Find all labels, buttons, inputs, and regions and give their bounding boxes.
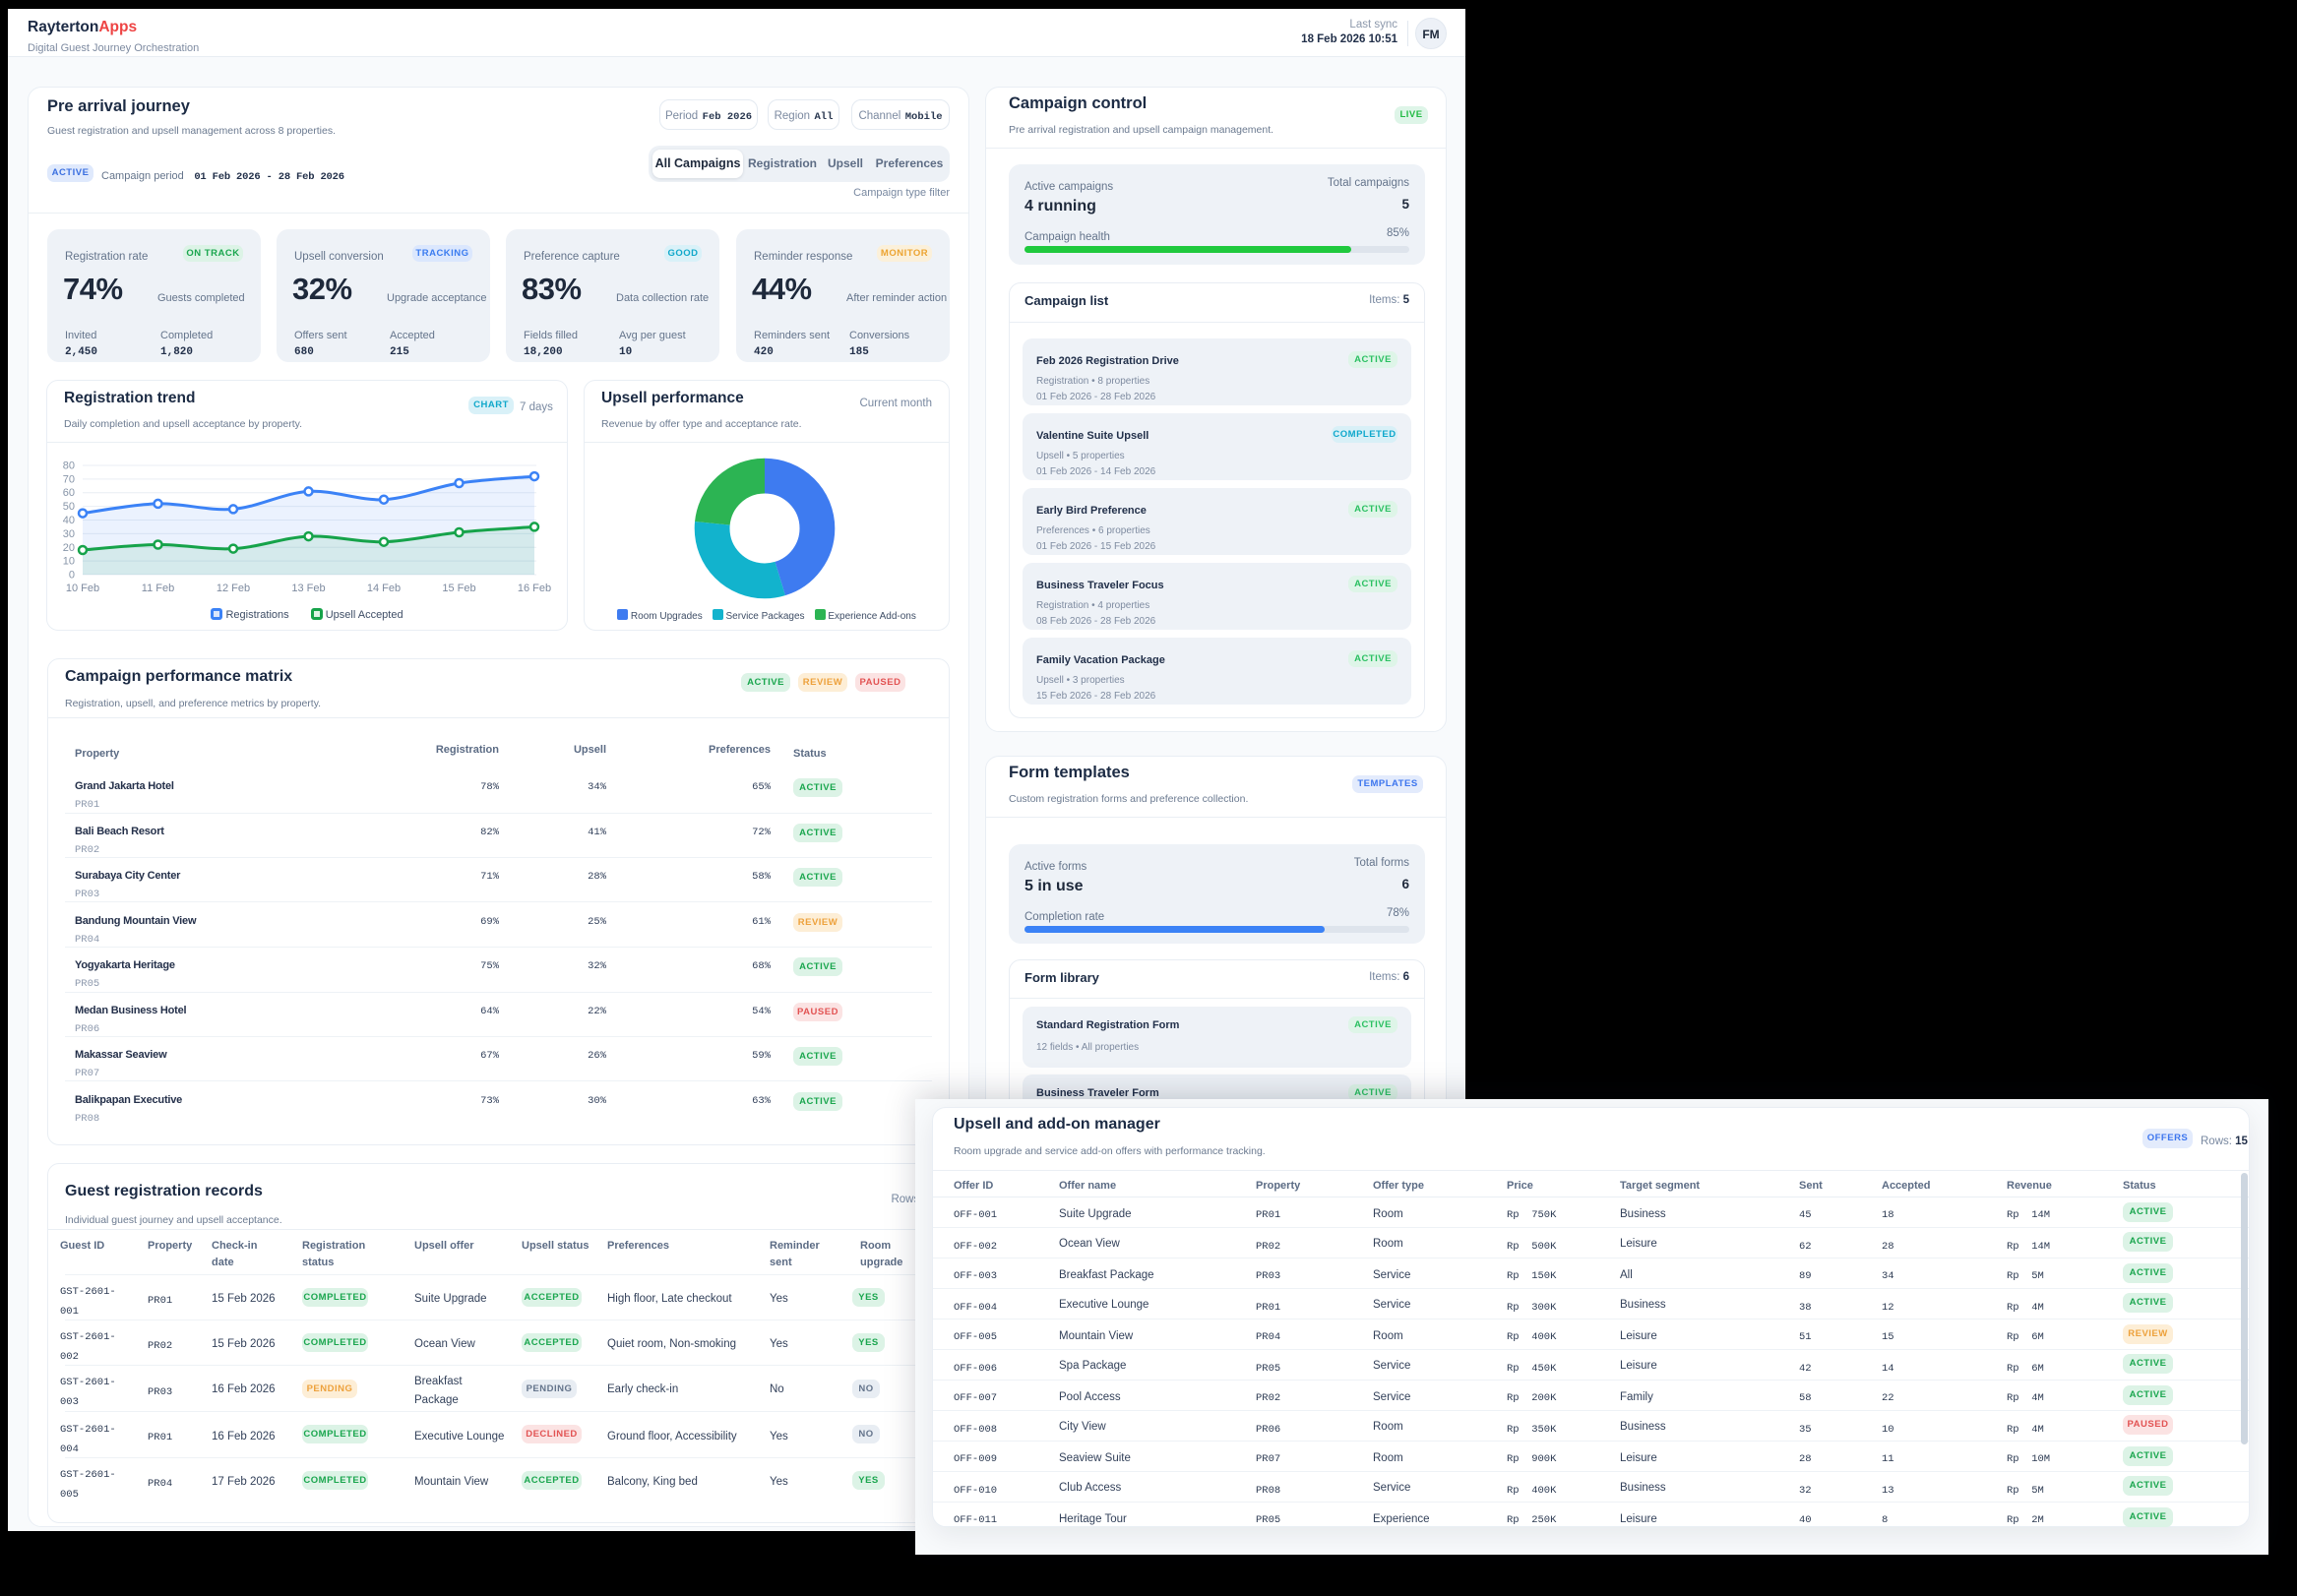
svg-text:12 Feb: 12 Feb <box>217 583 250 594</box>
svg-text:15 Feb: 15 Feb <box>442 583 475 594</box>
svg-text:0: 0 <box>69 570 75 582</box>
svg-text:30: 30 <box>63 528 75 540</box>
svg-text:10: 10 <box>63 556 75 568</box>
svg-text:16 Feb: 16 Feb <box>518 583 551 594</box>
svg-text:60: 60 <box>63 487 75 499</box>
svg-text:11 Feb: 11 Feb <box>142 583 174 594</box>
svg-text:50: 50 <box>63 501 75 513</box>
svg-text:13 Feb: 13 Feb <box>291 583 325 594</box>
svg-text:80: 80 <box>63 460 75 472</box>
svg-text:70: 70 <box>63 473 75 485</box>
svg-text:20: 20 <box>63 542 75 554</box>
svg-text:10 Feb: 10 Feb <box>66 583 99 594</box>
svg-text:40: 40 <box>63 515 75 526</box>
svg-text:14 Feb: 14 Feb <box>367 583 401 594</box>
